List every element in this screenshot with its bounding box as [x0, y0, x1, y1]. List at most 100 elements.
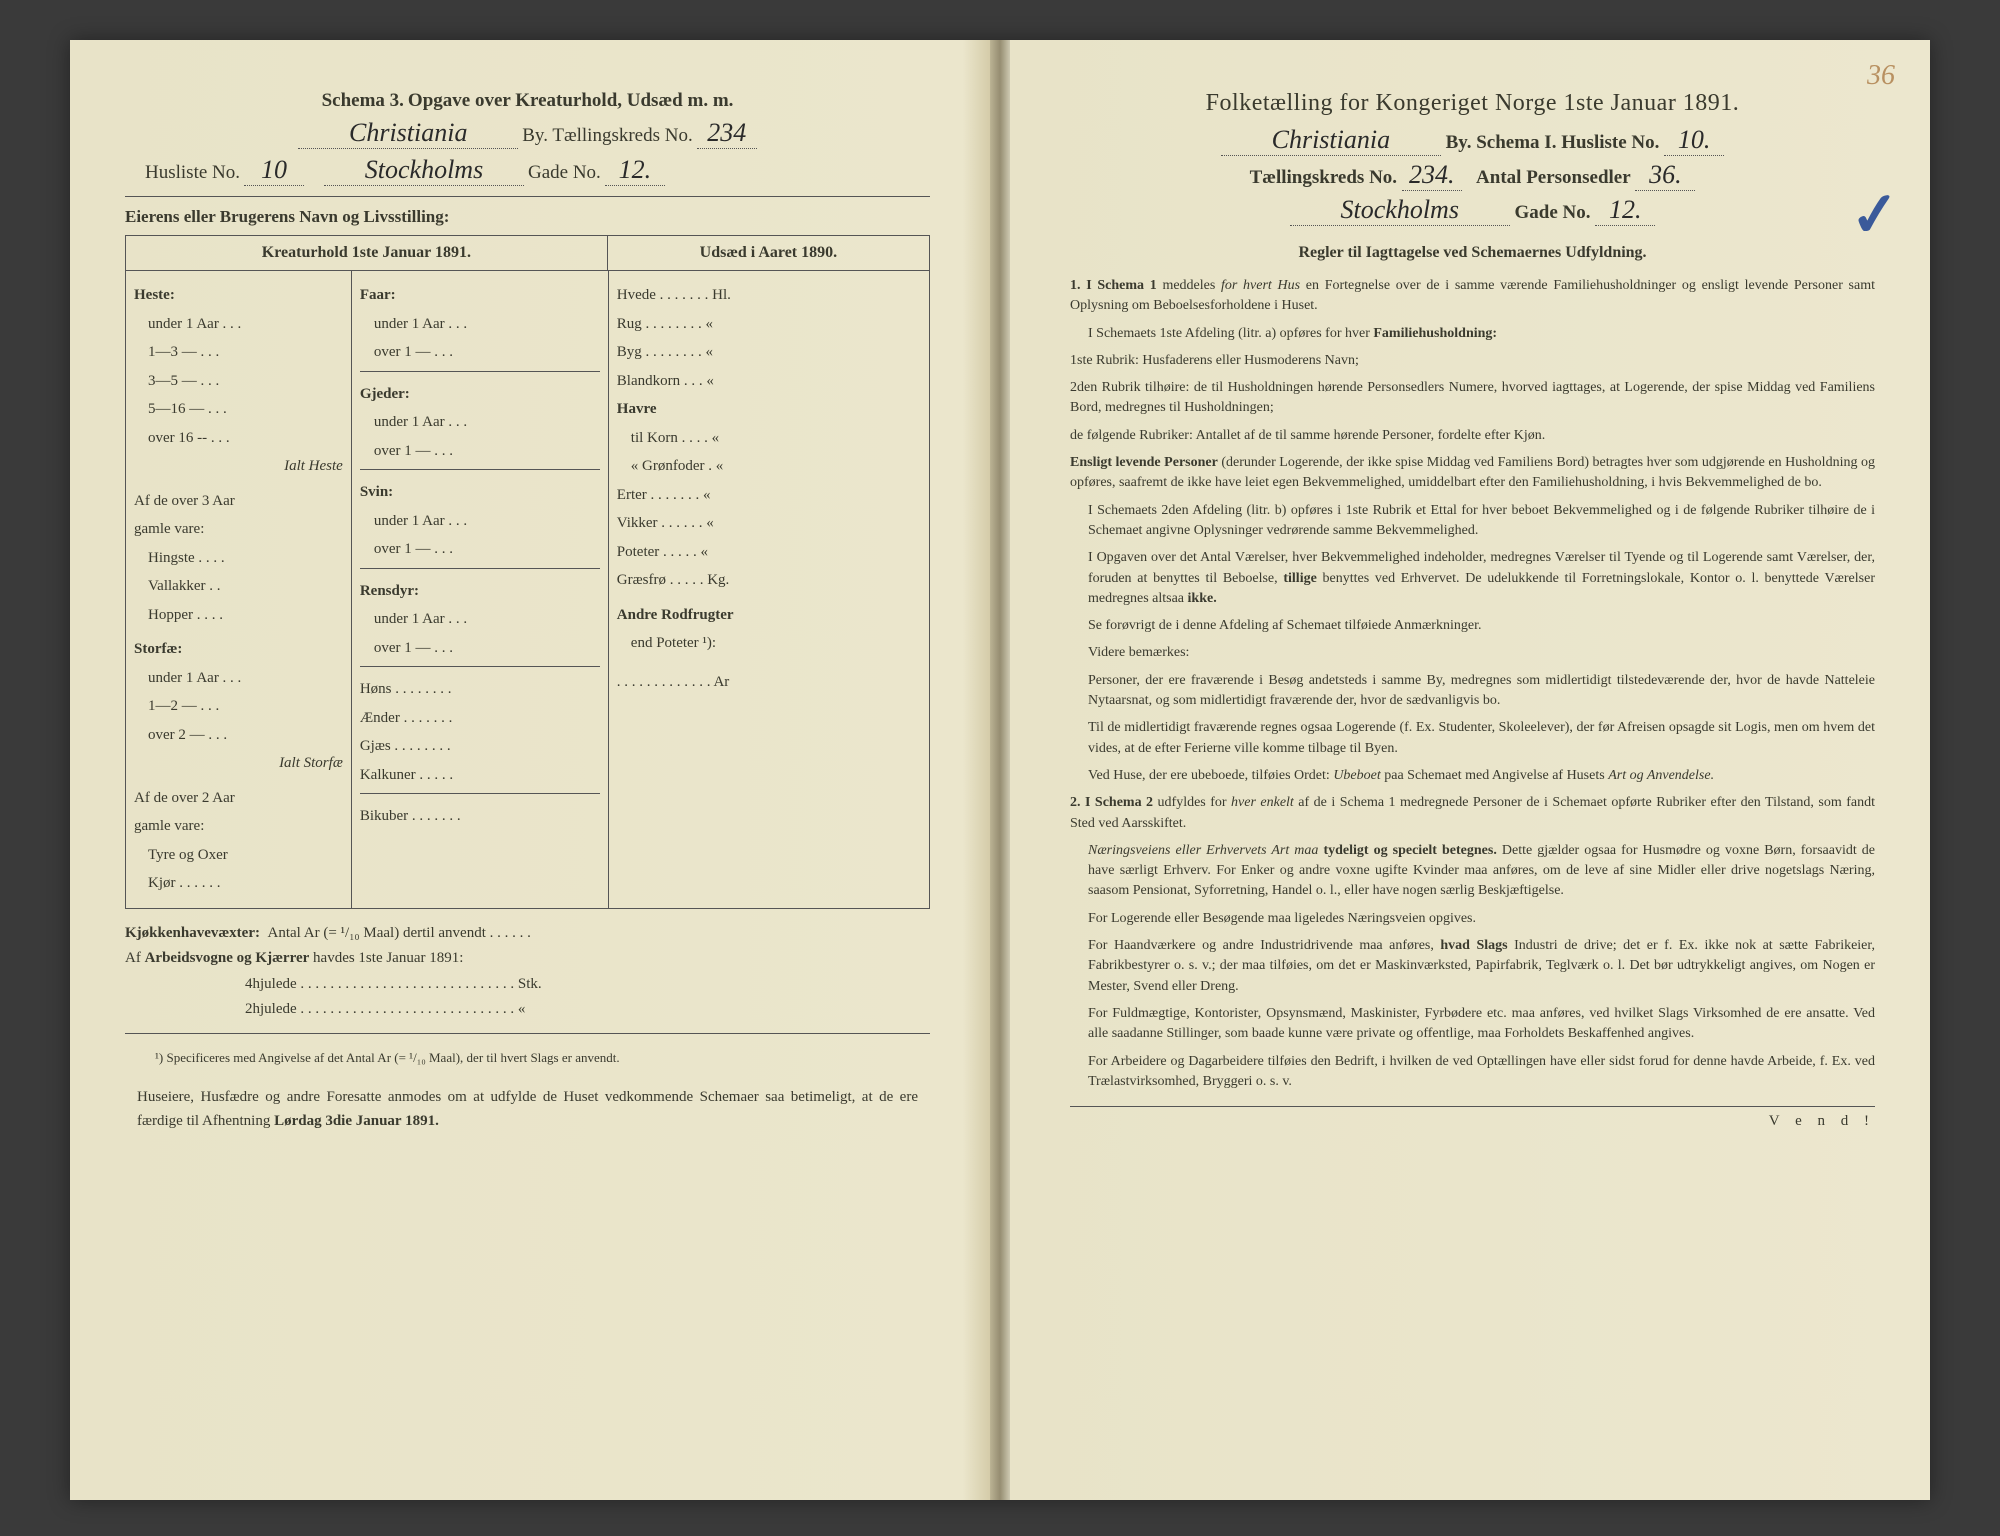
storfae-head: Storfæ:: [134, 635, 343, 664]
havre-head: Havre: [617, 395, 921, 424]
husliste-label: Husliste No.: [145, 162, 240, 183]
owner-label: Eierens eller Brugerens Navn og Livsstil…: [125, 207, 930, 227]
table-header-left: Kreaturhold 1ste Januar 1891.: [126, 236, 608, 270]
rensdyr-head: Rensdyr:: [360, 577, 600, 606]
left-header-1: Schema 3. Opgave over Kreaturhold, Udsæd…: [125, 90, 930, 112]
list-item: Hvede . . . . . . . Hl.: [617, 281, 921, 310]
rule-para: I Schemaets 1ste Afdeling (litr. a) opfø…: [1070, 324, 1875, 344]
list-item: Hopper . . . .: [134, 601, 343, 630]
af-over3: Af de over 3 Aar gamle vare:: [134, 487, 343, 544]
rules-header: Regler til Iagttagelse ved Schemaernes U…: [1070, 244, 1875, 262]
form-col-b: Faar: under 1 Aar . . . over 1 — . . . G…: [351, 271, 608, 908]
list-item: under 1 Aar . . .: [360, 408, 600, 437]
list-item: Rug . . . . . . . . «: [617, 310, 921, 339]
list-item: Tyre og Oxer: [134, 841, 343, 870]
rule-para: Ensligt levende Personer (derunder Loger…: [1070, 453, 1875, 494]
kreds-no: 234.: [1402, 160, 1462, 191]
street-handwritten: Stockholms: [1290, 195, 1510, 226]
hjul4-line: 4hjulede . . . . . . . . . . . . . . . .…: [125, 972, 930, 998]
list-item: Bikuber . . . . . . .: [360, 802, 600, 831]
form-table: Kreaturhold 1ste Januar 1891. Udsæd i Aa…: [125, 235, 930, 908]
antal-label: Antal Personsedler: [1476, 167, 1631, 188]
arbeidsvogne-line: Af Arbeidsvogne og Kjærrer havdes 1ste J…: [125, 946, 930, 972]
list-item: under 1 Aar . . .: [134, 664, 343, 693]
rule-para: I Opgaven over det Antal Værelser, hver …: [1070, 548, 1875, 609]
list-item: under 1 Aar . . .: [134, 310, 343, 339]
faar-head: Faar:: [360, 281, 600, 310]
heste-head: Heste:: [134, 281, 343, 310]
document-spread: Schema 3. Opgave over Kreaturhold, Udsæd…: [70, 40, 1930, 1500]
ialt-heste: Ialt Heste: [134, 452, 343, 481]
rule-para: Videre bemærkes:: [1070, 643, 1875, 663]
rule-para: For Arbeidere og Dagarbeidere tilføies d…: [1070, 1052, 1875, 1093]
list-item: Ænder . . . . . . .: [360, 704, 600, 733]
checkmark-annotation: ✓: [1847, 178, 1903, 252]
list-item: Hingste . . . .: [134, 544, 343, 573]
rule-para: Ved Huse, der ere ubeboede, tilføies Ord…: [1070, 766, 1875, 786]
right-header-4: Stockholms Gade No. 12.: [1070, 195, 1875, 226]
list-item: Gjæs . . . . . . . .: [360, 732, 600, 761]
list-item: 3—5 — . . .: [134, 367, 343, 396]
rule-para: 1ste Rubrik: Husfaderens eller Husmodere…: [1070, 351, 1875, 371]
list-item: over 1 — . . .: [360, 437, 600, 466]
kjokkenhave-line: Kjøkkenhavevæxter: Antal Ar (= ¹/₁₀ Maal…: [125, 921, 930, 947]
table-header-right: Udsæd i Aaret 1890.: [608, 236, 929, 270]
gade-label: Gade No.: [1515, 202, 1591, 223]
andre-head: Andre Rodfrugter: [617, 601, 921, 630]
list-item: Blandkorn . . . «: [617, 367, 921, 396]
af-over2: Af de over 2 Aar gamle vare:: [134, 784, 343, 841]
right-page: 36 ✓ Folketælling for Kongeriget Norge 1…: [1000, 40, 1930, 1500]
rule-para: I Schemaets 2den Afdeling (litr. b) opfø…: [1070, 501, 1875, 542]
rule-para: Til de midlertidigt fraværende regnes og…: [1070, 718, 1875, 759]
rule-para: 2den Rubrik tilhøire: de til Husholdning…: [1070, 378, 1875, 419]
kreds-no: 234: [697, 118, 757, 149]
below-form-section: Kjøkkenhavevæxter: Antal Ar (= ¹/₁₀ Maal…: [125, 921, 930, 1023]
city-handwritten: Christiania: [298, 118, 518, 149]
street-handwritten: Stockholms: [324, 155, 524, 186]
list-item: under 1 Aar . . .: [360, 605, 600, 634]
by-schema-label: By. Schema I. Husliste No.: [1446, 132, 1660, 153]
left-header-3: Husliste No. 10 Stockholms Gade No. 12.: [125, 155, 930, 186]
ialt-storfae: Ialt Storfæ: [134, 749, 343, 778]
antal-no: 36.: [1635, 160, 1695, 191]
rule-para: 2. I Schema 2 udfyldes for hver enkelt a…: [1070, 793, 1875, 834]
form-col-c: Hvede . . . . . . . Hl. Rug . . . . . . …: [608, 271, 929, 908]
left-page: Schema 3. Opgave over Kreaturhold, Udsæd…: [70, 40, 1000, 1500]
list-item: Poteter . . . . . «: [617, 538, 921, 567]
right-header-2: Christiania By. Schema I. Husliste No. 1…: [1070, 125, 1875, 156]
list-item: end Poteter ¹):: [617, 629, 921, 658]
list-item: 1—2 — . . .: [134, 692, 343, 721]
footnote: ¹) Specificeres med Angivelse af det Ant…: [125, 1048, 930, 1068]
census-title: Folketælling for Kongeriget Norge 1ste J…: [1070, 90, 1875, 117]
list-item: Erter . . . . . . . «: [617, 481, 921, 510]
list-item: over 1 — . . .: [360, 338, 600, 367]
list-item: Kjør . . . . . .: [134, 869, 343, 898]
gjeder-head: Gjeder:: [360, 380, 600, 409]
form-body: Heste: under 1 Aar . . . 1—3 — . . . 3—5…: [126, 271, 929, 908]
city-handwritten: Christiania: [1221, 125, 1441, 156]
list-item: over 2 — . . .: [134, 721, 343, 750]
gade-no: 12.: [605, 155, 665, 186]
list-item: over 1 — . . .: [360, 634, 600, 663]
schema-label: Schema 3.: [322, 90, 404, 111]
rule-para: de følgende Rubriker: Antallet af de til…: [1070, 426, 1875, 446]
rule-para: Næringsveiens eller Erhvervets Art maa t…: [1070, 841, 1875, 902]
rule-para: Personer, der ere fraværende i Besøg and…: [1070, 671, 1875, 712]
list-item: over 1 — . . .: [360, 535, 600, 564]
schema-title: Opgave over Kreaturhold, Udsæd m. m.: [408, 90, 733, 111]
form-header-row: Kreaturhold 1ste Januar 1891. Udsæd i Aa…: [126, 236, 929, 271]
divider: [125, 908, 930, 909]
gade-no: 12.: [1595, 195, 1655, 226]
list-item: Græsfrø . . . . . Kg.: [617, 566, 921, 595]
list-item: 1—3 — . . .: [134, 338, 343, 367]
kreds-label: Tællingskreds No.: [1250, 167, 1397, 188]
page-number-pencil: 36: [1867, 60, 1895, 92]
rule-para: For Haandværkere og andre Industridriven…: [1070, 936, 1875, 997]
hjul2-line: 2hjulede . . . . . . . . . . . . . . . .…: [125, 997, 930, 1023]
divider: [125, 1033, 930, 1034]
list-item: Byg . . . . . . . . «: [617, 338, 921, 367]
list-item: « Grønfoder . «: [617, 452, 921, 481]
rule-para: For Fuldmægtige, Kontorister, Opsynsmænd…: [1070, 1004, 1875, 1045]
list-item: Kalkuner . . . . .: [360, 761, 600, 790]
list-item: Vallakker . .: [134, 572, 343, 601]
